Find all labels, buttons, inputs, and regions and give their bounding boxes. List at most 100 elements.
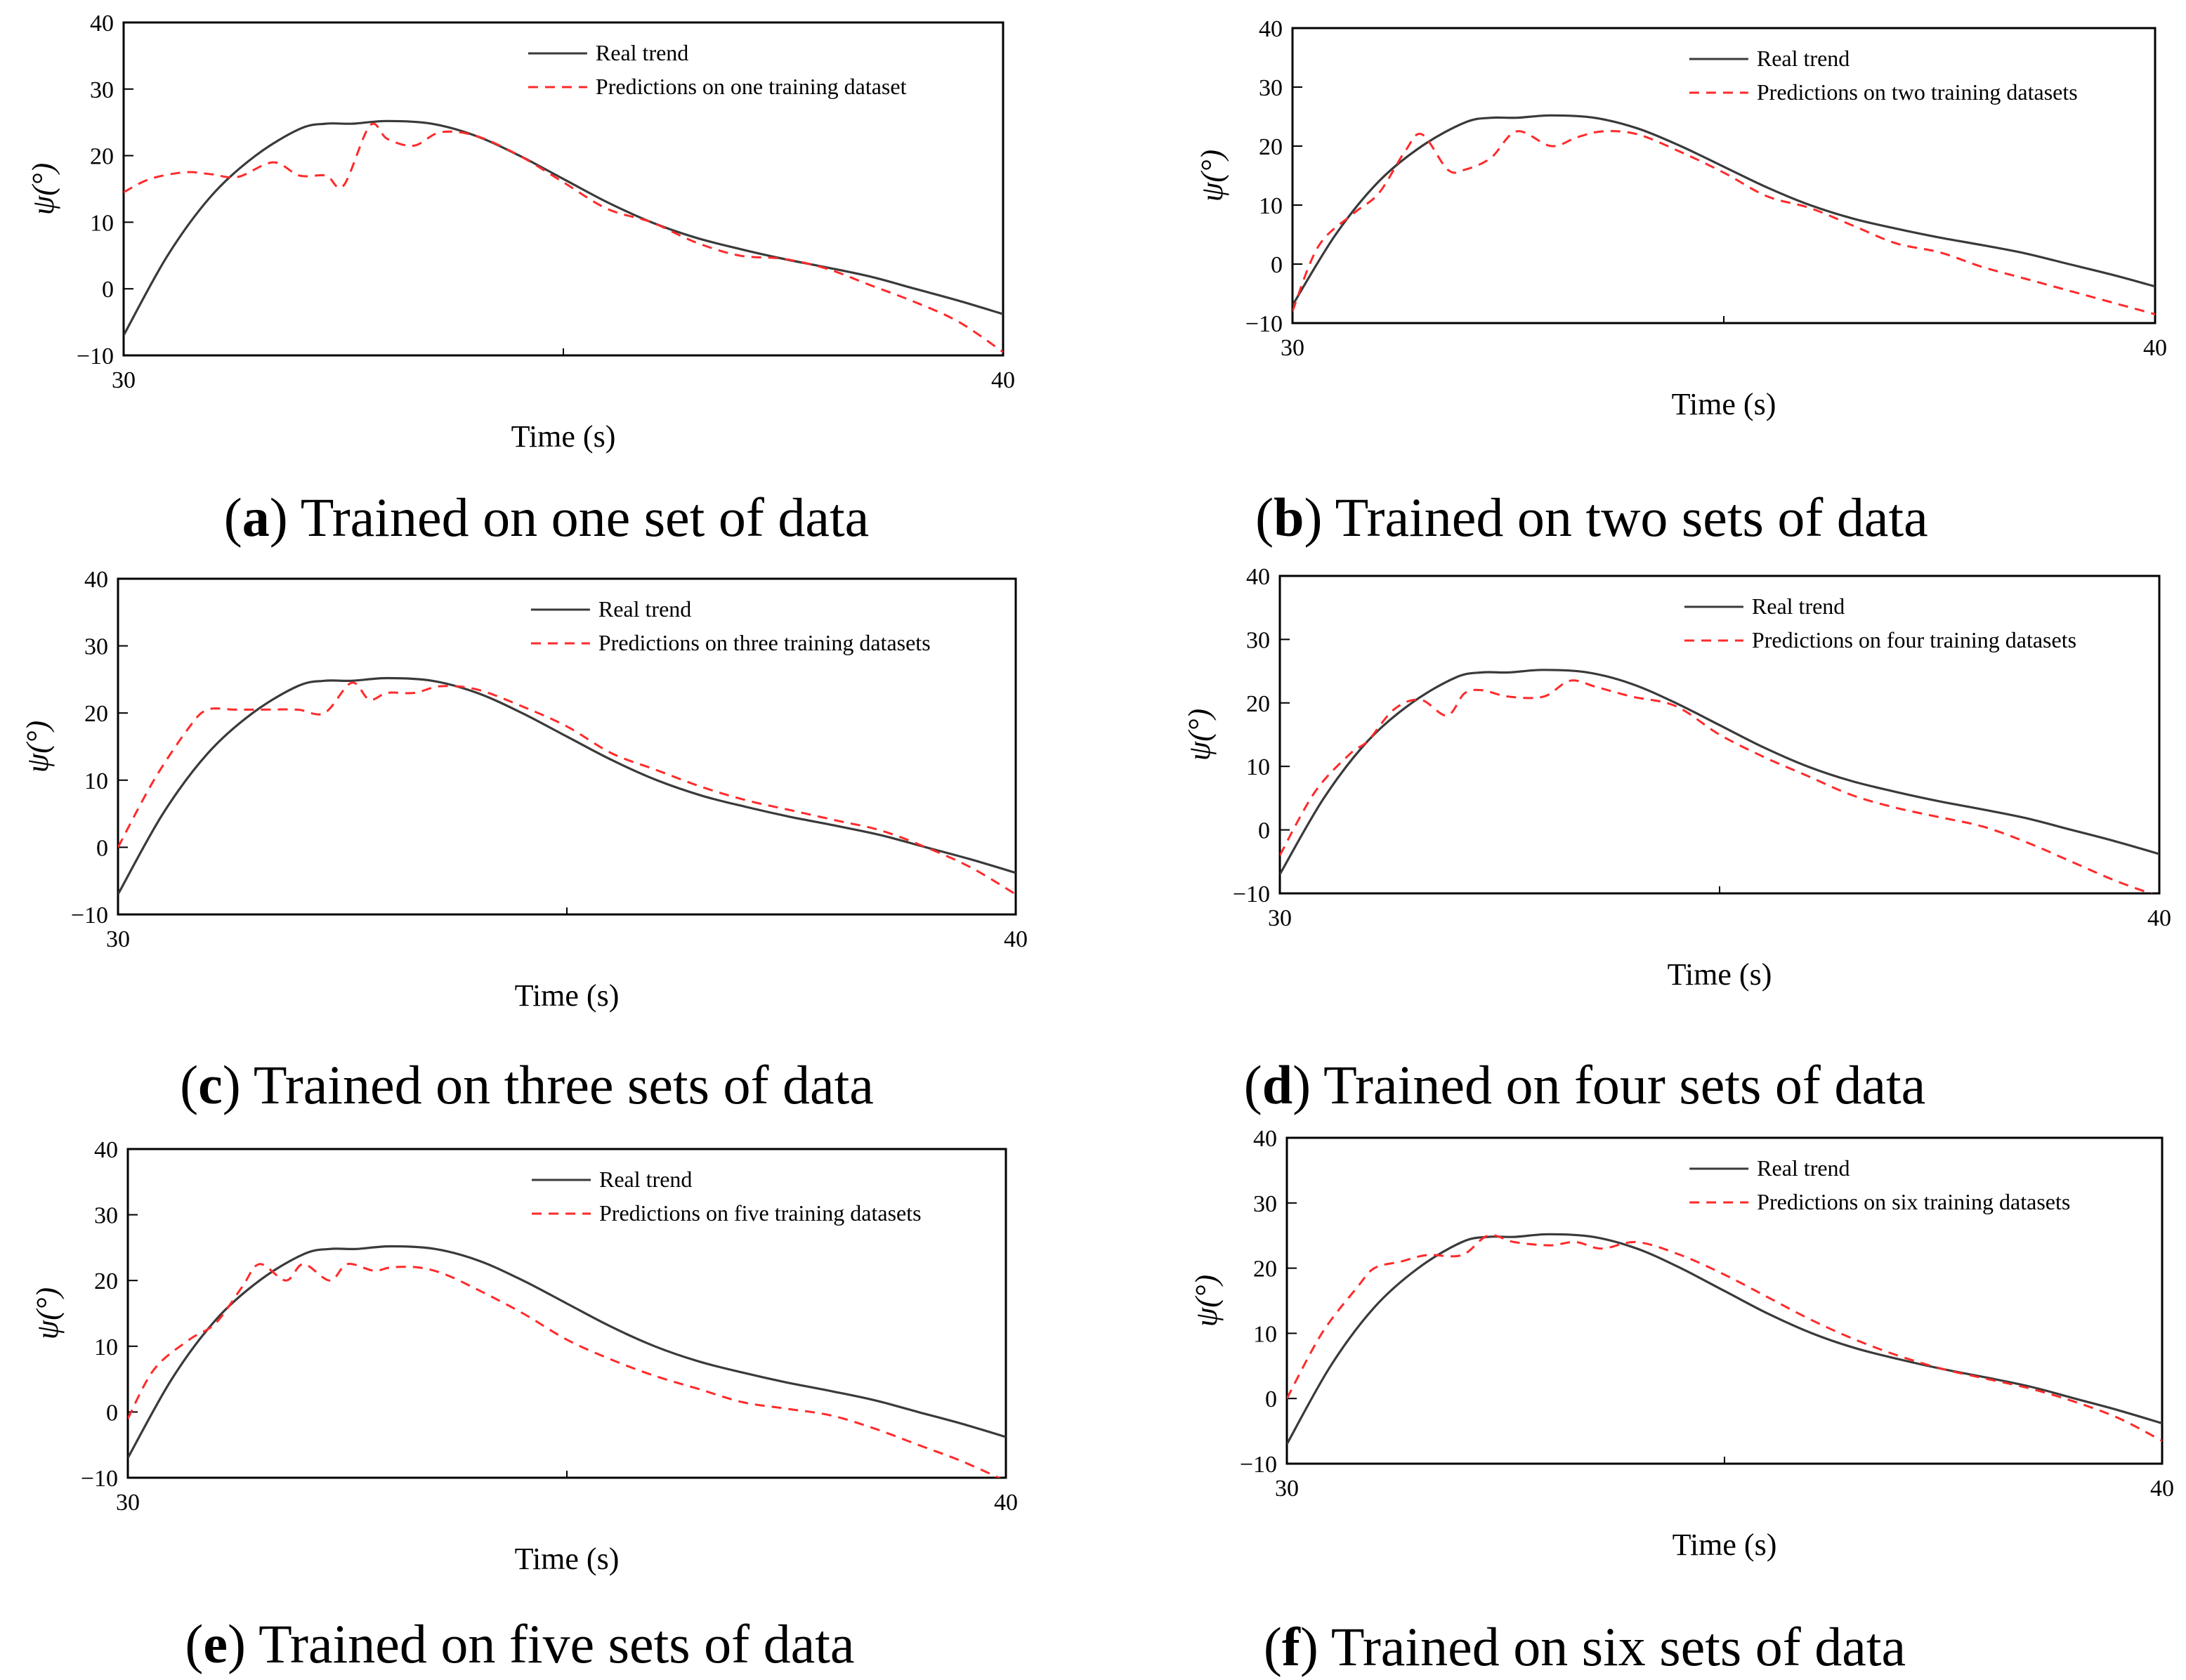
y-axis-label: ψ(°): [1189, 1275, 1224, 1327]
y-tick-label: 30: [1246, 627, 1270, 653]
y-tick-label: −10: [1240, 1452, 1277, 1478]
y-tick-label: 10: [1253, 1321, 1277, 1347]
y-tick-label: 0: [1258, 818, 1270, 844]
legend-label-prediction: Predictions on one training dataset: [596, 74, 907, 99]
series-line-real-trend: [1287, 1233, 2162, 1445]
y-axis-label: ψ(°): [1195, 150, 1229, 202]
y-tick-label: 30: [1253, 1191, 1277, 1217]
y-tick-label: 30: [94, 1203, 118, 1229]
y-tick-label: 20: [94, 1268, 118, 1294]
y-axis-label: ψ(°): [26, 163, 60, 215]
x-axis-label: Time (s): [511, 419, 616, 454]
legend-label-real-trend: Real trend: [1752, 593, 1845, 619]
chart-b: 30 40 −10 0 10 20 30 40 Time (s) ψ(°) Real trend Pr…: [1195, 16, 2167, 421]
y-tick-label: 40: [1246, 564, 1270, 590]
series-line-prediction: [1280, 679, 2154, 893]
chart-c: 30 40 −10 0 10 20 30 40 Time (s) ψ(°) Real trend Pr…: [20, 567, 1028, 1013]
series-line-real-trend: [1280, 669, 2159, 875]
caption-d-letter: d: [1262, 1054, 1293, 1115]
y-tick-label: 20: [1259, 134, 1283, 160]
chart-e: 30 40 −10 0 10 20 30 40 Time (s) ψ(°) Real trend Pr…: [30, 1137, 1018, 1576]
caption-b: (b) Trained on two sets of data: [1255, 487, 1928, 548]
y-axis-label: ψ(°): [1182, 709, 1217, 761]
caption-e-letter: e: [203, 1613, 228, 1674]
caption-b-text: Trained on two sets of data: [1335, 487, 1928, 548]
caption-c-letter: c: [198, 1054, 223, 1115]
series-line-real-trend: [1292, 114, 2155, 306]
series-line-prediction: [1292, 130, 2155, 315]
legend-label-prediction: Predictions on five training datasets: [599, 1200, 922, 1226]
caption-e-text: Trained on five sets of data: [258, 1613, 855, 1674]
y-tick-label: 10: [90, 210, 114, 236]
y-tick-label: 0: [96, 835, 108, 861]
y-tick-label: −10: [81, 1466, 118, 1492]
x-tick-label: 30: [1275, 1476, 1299, 1502]
plot-frame-c: [117, 577, 1017, 916]
y-tick-label: 0: [1265, 1386, 1277, 1412]
y-tick-label: 30: [1259, 75, 1283, 101]
plot-frame-a: [122, 21, 1004, 357]
y-tick-label: −10: [71, 903, 108, 928]
caption-e: (e) Trained on five sets of data: [185, 1613, 855, 1674]
x-tick-label: 40: [2147, 905, 2171, 931]
caption-d-text: Trained on four sets of data: [1323, 1054, 1926, 1115]
x-axis-label: Time (s): [1668, 957, 1772, 992]
y-tick-label: 10: [94, 1334, 118, 1360]
panel-b: 30 40 −10 0 10 20 30 40 Time (s) ψ(°) Real trend Pr…: [1093, 0, 2186, 562]
series-line-real-trend: [118, 676, 1016, 895]
x-tick-label: 30: [116, 1490, 140, 1516]
y-tick-label: −10: [1245, 311, 1283, 337]
x-tick-label: 30: [112, 367, 136, 393]
chart-a: 30 40 −10 0 10 20 30 40 Time (s) ψ(°) Real trend Pr…: [26, 11, 1015, 454]
plot-frame-f: [1285, 1136, 2164, 1465]
y-tick-label: 20: [84, 701, 108, 727]
series-line-prediction: [1287, 1234, 2162, 1442]
caption-f-text: Trained on six sets of data: [1330, 1616, 1906, 1677]
y-tick-label: 0: [106, 1400, 118, 1426]
caption-a-letter: a: [242, 487, 270, 548]
x-axis-label: Time (s): [1673, 1528, 1777, 1562]
series-line-real-trend: [124, 119, 1003, 336]
y-tick-label: −10: [1233, 881, 1270, 907]
caption-b-letter: b: [1274, 487, 1304, 548]
y-tick-label: 40: [90, 11, 114, 37]
chart-d: 30 40 −10 0 10 20 30 40 Time (s) ψ(°) Real trend Pr…: [1182, 564, 2171, 992]
y-tick-label: 0: [1271, 252, 1283, 278]
y-tick-label: −10: [77, 343, 114, 369]
y-tick-label: 30: [84, 634, 108, 660]
x-tick-label: 40: [991, 367, 1015, 393]
x-tick-label: 30: [106, 926, 130, 952]
panel-c: 30 40 −10 0 10 20 30 40 Time (s) ψ(°) Real trend Pr…: [0, 562, 1093, 1124]
y-tick-label: 40: [1253, 1126, 1277, 1152]
caption-f: (f) Trained on six sets of data: [1263, 1616, 1906, 1677]
y-tick-label: 10: [1246, 754, 1270, 780]
series-line-prediction: [124, 122, 1003, 353]
x-tick-label: 40: [1004, 926, 1028, 952]
series-line-prediction: [128, 1263, 1002, 1478]
y-tick-label: 20: [90, 144, 114, 170]
legend-label-prediction: Predictions on six training datasets: [1757, 1189, 2070, 1214]
y-axis-label: ψ(°): [30, 1287, 65, 1339]
series-line-real-trend: [128, 1245, 1006, 1459]
x-axis-label: Time (s): [515, 978, 620, 1013]
y-tick-label: 40: [84, 567, 108, 593]
caption-d: (d) Trained on four sets of data: [1243, 1054, 1926, 1115]
legend-label-prediction: Predictions on three training datasets: [598, 630, 931, 655]
panel-a: 30 40 −10 0 10 20 30 40 Time (s) ψ(°) Real trend Pr…: [0, 0, 1093, 562]
x-tick-label: 40: [994, 1490, 1018, 1516]
panel-e: 30 40 −10 0 10 20 30 40 Time (s) ψ(°) Real trend Pr…: [0, 1124, 1093, 1680]
legend-label-prediction: Predictions on four training datasets: [1752, 627, 2076, 652]
chart-f: 30 40 −10 0 10 20 30 40 Time (s) ψ(°) Real trend Pr…: [1189, 1126, 2174, 1562]
y-tick-label: 20: [1246, 691, 1270, 717]
panel-d: 30 40 −10 0 10 20 30 40 Time (s) ψ(°) Real trend Pr…: [1093, 562, 2186, 1124]
plot-frame-d: [1278, 575, 2161, 895]
y-tick-label: 30: [90, 77, 114, 103]
y-tick-label: 10: [84, 768, 108, 794]
panel-f: 30 40 −10 0 10 20 30 40 Time (s) ψ(°) Real trend Pr…: [1093, 1124, 2186, 1680]
caption-a-text: Trained on one set of data: [300, 487, 870, 548]
legend-label-real-trend: Real trend: [596, 40, 688, 65]
caption-c: (c) Trained on three sets of data: [180, 1054, 874, 1115]
legend-label-real-trend: Real trend: [1757, 1155, 1850, 1181]
y-tick-label: 0: [102, 277, 114, 303]
caption-c-text: Trained on three sets of data: [253, 1054, 874, 1115]
